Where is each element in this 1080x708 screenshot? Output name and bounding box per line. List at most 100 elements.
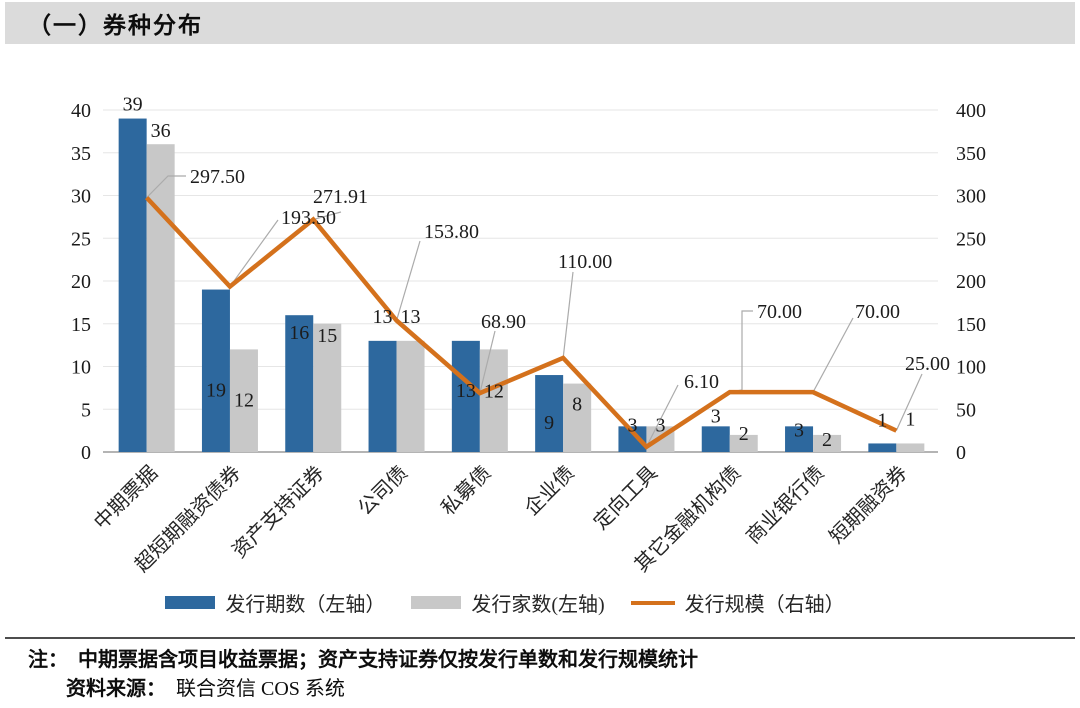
source-label: 资料来源： xyxy=(66,678,166,700)
legend-item: 发行期数（左轴） xyxy=(165,588,385,617)
bar-issuer-count xyxy=(813,434,842,452)
label-leader-line xyxy=(812,317,854,393)
right-axis-tick: 200 xyxy=(956,271,986,293)
bar-value-label: 2 xyxy=(739,423,749,445)
label-leader-line xyxy=(895,373,923,431)
bar-issue-count xyxy=(201,289,230,452)
bar-value-label: 13 xyxy=(373,306,393,328)
bar-value-label: 2 xyxy=(822,429,832,451)
bar-issuer-count xyxy=(313,323,342,452)
bar-issue-count xyxy=(868,443,897,452)
right-axis-tick: 50 xyxy=(956,399,976,421)
bar-value-label: 39 xyxy=(123,94,143,116)
bar-value-label: 16 xyxy=(289,322,309,344)
bar-issue-count xyxy=(368,340,397,452)
bar-issue-count xyxy=(535,375,564,452)
category-label: 中期票据 xyxy=(89,461,162,534)
bar-issuer-count xyxy=(229,349,258,452)
bar-issuer-count xyxy=(479,349,508,452)
label-leader-line xyxy=(562,271,574,359)
bar-value-label: 1 xyxy=(877,409,887,431)
left-axis-tick: 35 xyxy=(71,143,91,165)
line-value-label: 271.91 xyxy=(313,186,368,208)
right-axis-tick: 400 xyxy=(956,100,986,122)
footnotes: 注： 中期票据含项目收益票据；资产支持证券仅按发行单数和发行规模统计 资料来源： 联… xyxy=(28,646,698,704)
note-line: 注： 中期票据含项目收益票据；资产支持证券仅按发行单数和发行规模统计 xyxy=(28,646,698,675)
legend-item: 发行规模（右轴） xyxy=(630,588,845,617)
divider-line xyxy=(5,637,1075,639)
right-axis-tick: 0 xyxy=(956,442,966,464)
legend-label: 发行规模（右轴） xyxy=(684,594,845,616)
chart-legend: 发行期数（左轴） 发行家数(左轴) 发行规模（右轴） xyxy=(0,588,1010,617)
bar-value-label: 19 xyxy=(206,380,226,402)
bar-issue-count xyxy=(451,340,480,452)
category-label: 短期融资券 xyxy=(825,461,912,548)
category-label: 定向工具 xyxy=(589,461,662,534)
label-leader-line xyxy=(395,240,421,321)
category-label: 私募债 xyxy=(437,461,496,520)
bar-value-label: 12 xyxy=(234,389,254,411)
right-axis-tick: 250 xyxy=(956,228,986,250)
bar-issue-count xyxy=(701,426,730,452)
line-value-label: 70.00 xyxy=(855,301,900,323)
bar-value-label: 1 xyxy=(905,408,915,430)
category-label: 公司债 xyxy=(353,461,412,520)
bar-value-label: 13 xyxy=(401,306,421,328)
bar-value-label: 15 xyxy=(317,325,337,347)
bar-value-label: 8 xyxy=(572,394,582,416)
legend-bar-swatch xyxy=(165,596,216,609)
bar-value-label: 3 xyxy=(627,414,637,436)
source-text: 联合资信 COS 系统 xyxy=(176,678,345,700)
bar-issuer-count xyxy=(563,383,592,452)
left-axis-tick: 30 xyxy=(71,186,91,208)
right-axis-tick: 350 xyxy=(956,143,986,165)
label-leader-line xyxy=(229,219,279,287)
source-line: 资料来源： 联合资信 COS 系统 xyxy=(66,675,698,704)
bond-type-distribution-chart: 0510152025303540050100150200250300350400… xyxy=(71,94,986,577)
bar-value-label: 36 xyxy=(151,120,171,142)
legend-item: 发行家数(左轴) xyxy=(411,588,605,617)
section-title: （一）券种分布 xyxy=(28,13,203,38)
label-leader-line xyxy=(645,384,679,448)
line-value-label: 153.80 xyxy=(424,221,479,243)
legend-bar-swatch xyxy=(411,596,462,609)
bar-value-label: 13 xyxy=(456,380,476,402)
line-value-label: 70.00 xyxy=(757,301,802,323)
line-value-label: 110.00 xyxy=(558,251,612,273)
category-label: 企业债 xyxy=(520,461,579,520)
label-leader-line xyxy=(729,310,753,393)
label-leader-line xyxy=(313,211,342,221)
legend-label: 发行期数（左轴） xyxy=(225,594,386,616)
bar-value-label: 3 xyxy=(655,414,665,436)
line-value-label: 297.50 xyxy=(190,166,245,188)
left-axis-tick: 10 xyxy=(71,357,91,379)
line-value-label: 25.00 xyxy=(905,353,950,375)
line-issue-scale xyxy=(145,196,898,450)
category-label: 商业银行债 xyxy=(742,461,829,548)
legend-label: 发行家数(左轴) xyxy=(471,594,605,616)
label-leader-line xyxy=(479,330,496,394)
legend-line-swatch xyxy=(630,600,675,605)
bar-issuer-count xyxy=(396,340,425,452)
bar-issuer-count xyxy=(146,144,175,452)
bar-issuer-count xyxy=(729,434,758,452)
bar-value-label: 3 xyxy=(711,405,721,427)
left-axis-tick: 20 xyxy=(71,271,91,293)
bar-issue-count xyxy=(118,118,147,453)
bar-issuer-count xyxy=(896,443,925,452)
bar-issue-count xyxy=(285,315,314,452)
right-axis-tick: 100 xyxy=(956,357,986,379)
note-label: 注： xyxy=(28,649,68,671)
left-axis-tick: 5 xyxy=(81,399,91,421)
bar-value-label: 12 xyxy=(484,380,504,402)
bar-issue-count xyxy=(785,426,814,452)
section-header-bar: （一）券种分布 xyxy=(5,2,1075,44)
label-leader-line xyxy=(146,175,186,199)
left-axis-tick: 25 xyxy=(71,228,91,250)
note-text: 中期票据含项目收益票据；资产支持证券仅按发行单数和发行规模统计 xyxy=(78,649,698,671)
bar-value-label: 9 xyxy=(544,412,554,434)
left-axis-tick: 40 xyxy=(71,100,91,122)
left-axis-tick: 15 xyxy=(71,314,91,336)
line-value-label: 68.90 xyxy=(481,311,526,333)
